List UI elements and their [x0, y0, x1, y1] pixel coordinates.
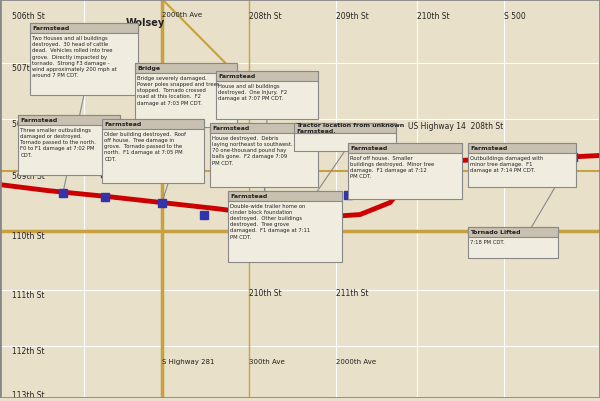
Text: 113th St: 113th St: [12, 390, 44, 399]
Text: 507th St: 507th St: [12, 64, 45, 73]
Text: Farmstead: Farmstead: [20, 118, 58, 123]
Text: Tractor location from unknown
Farmstead.: Tractor location from unknown Farmstead.: [296, 123, 404, 134]
FancyBboxPatch shape: [18, 115, 120, 175]
Text: Farmstead: Farmstead: [104, 122, 142, 127]
Text: 209th St: 209th St: [336, 12, 369, 21]
Text: 7:18 PM CDT.: 7:18 PM CDT.: [470, 239, 505, 244]
FancyBboxPatch shape: [216, 72, 318, 119]
Text: Outbuildings damaged with
minor tree damage.  F1
damage at 7:14 PM CDT.: Outbuildings damaged with minor tree dam…: [470, 155, 544, 173]
Text: Farmstead: Farmstead: [230, 194, 268, 198]
Text: Three smaller outbuildings
damaged or destroyed.
Tornado passed to the north.
F0: Three smaller outbuildings damaged or de…: [20, 128, 96, 157]
FancyBboxPatch shape: [216, 72, 318, 82]
Text: Two Houses and all buildings
destroyed.  30 head of cattle
dead.  Vehicles rolle: Two Houses and all buildings destroyed. …: [32, 36, 117, 78]
FancyBboxPatch shape: [135, 64, 237, 128]
Text: Farmstead: Farmstead: [212, 126, 250, 131]
FancyBboxPatch shape: [348, 143, 462, 153]
FancyBboxPatch shape: [30, 24, 138, 34]
Text: US Highway 14  208th St: US Highway 14 208th St: [408, 122, 503, 130]
Text: S Highway 281: S Highway 281: [162, 358, 215, 365]
FancyBboxPatch shape: [468, 143, 576, 187]
FancyBboxPatch shape: [294, 124, 396, 134]
Text: 208th St: 208th St: [249, 12, 281, 21]
Text: Bridge: Bridge: [137, 66, 161, 71]
Text: 211th St: 211th St: [336, 289, 368, 298]
Text: 210th St: 210th St: [249, 289, 281, 298]
Text: 300th Ave: 300th Ave: [249, 358, 285, 365]
Text: 2000th Ave: 2000th Ave: [162, 12, 202, 18]
Text: 509th St: 509th St: [12, 171, 45, 180]
FancyBboxPatch shape: [228, 191, 342, 201]
FancyBboxPatch shape: [135, 64, 237, 74]
Text: 210th St: 210th St: [417, 12, 449, 21]
Text: 2095th Ave: 2095th Ave: [249, 159, 289, 165]
Text: Tornado Lifted: Tornado Lifted: [470, 229, 521, 235]
FancyBboxPatch shape: [210, 124, 318, 134]
Text: Farmstead: Farmstead: [350, 146, 388, 151]
FancyBboxPatch shape: [348, 143, 462, 199]
FancyBboxPatch shape: [228, 191, 342, 263]
Text: Farmstead: Farmstead: [32, 26, 70, 31]
FancyBboxPatch shape: [468, 143, 576, 153]
Text: Wolsey: Wolsey: [126, 18, 165, 28]
FancyBboxPatch shape: [30, 24, 138, 95]
FancyBboxPatch shape: [210, 124, 318, 187]
Text: House destroyed.  Debris
laying northeast to southwest.
70 one-thousand pound ha: House destroyed. Debris laying northeast…: [212, 136, 293, 165]
Text: 110th St: 110th St: [12, 231, 44, 240]
FancyBboxPatch shape: [294, 124, 396, 151]
Text: House and all buildings
destroyed.  One Injury.  F2
damage at 7:07 PM CDT.: House and all buildings destroyed. One I…: [218, 84, 287, 101]
Text: 506th St: 506th St: [12, 12, 45, 21]
Text: Farmstead: Farmstead: [218, 74, 256, 79]
Text: Bridge severely damaged.
Power poles snapped and trees
stopped.  Tornado crossed: Bridge severely damaged. Power poles sna…: [137, 76, 220, 105]
Text: 2000th Ave: 2000th Ave: [336, 358, 376, 365]
FancyBboxPatch shape: [468, 227, 558, 259]
Text: S 500: S 500: [504, 12, 526, 21]
Text: Roof off house.  Smaller
buildings destroyed.  Minor tree
damage.  F1 damage at : Roof off house. Smaller buildings destro…: [350, 155, 434, 179]
Text: Older building destroyed.  Roof
off house.  Tree damage in
grove.  Tornado passe: Older building destroyed. Roof off house…: [104, 132, 186, 161]
FancyBboxPatch shape: [18, 115, 120, 126]
Text: 112th St: 112th St: [12, 346, 44, 355]
FancyBboxPatch shape: [468, 227, 558, 237]
Text: Farmstead: Farmstead: [470, 146, 508, 151]
FancyBboxPatch shape: [102, 119, 204, 130]
Text: 508th St: 508th St: [12, 119, 45, 128]
Text: 111th St: 111th St: [12, 291, 44, 300]
Text: Double-wide trailer home on
cinder block foundation
destroyed.  Other buildings
: Double-wide trailer home on cinder block…: [230, 203, 311, 239]
FancyBboxPatch shape: [102, 119, 204, 183]
